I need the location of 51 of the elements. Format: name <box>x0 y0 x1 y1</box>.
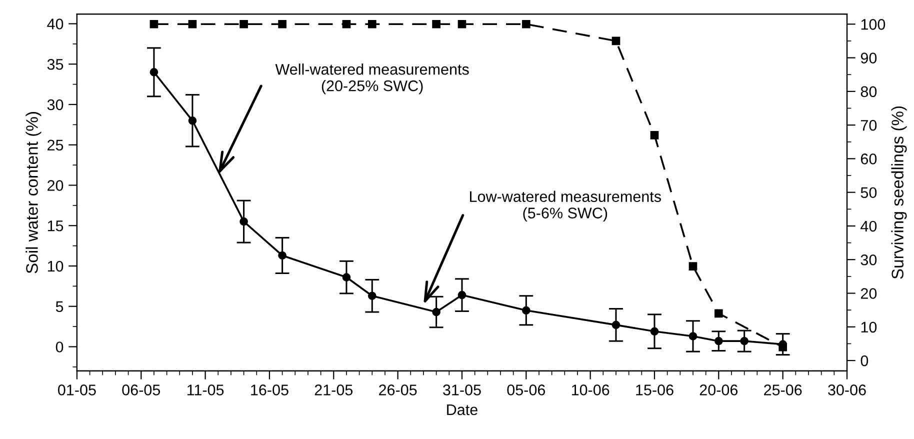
point <box>278 20 286 28</box>
point <box>650 130 659 140</box>
y-tick-label: 15 <box>48 220 64 232</box>
annotation: Low-watered measurements (5-6% SWC) <box>470 190 661 222</box>
y-tick-label: 30 <box>47 99 64 110</box>
point <box>188 20 197 28</box>
x-tick-label: 25-06 <box>764 384 802 396</box>
point <box>688 262 698 271</box>
y2-tick-label: 30 <box>860 254 877 266</box>
y2-tick-label: 90 <box>860 52 877 64</box>
x-tick-label: 10-06 <box>572 384 610 396</box>
x-tick-label: 05-06 <box>507 384 546 396</box>
y-tick-label: 10 <box>48 260 64 272</box>
x-tick-label: 20-06 <box>700 384 738 396</box>
point <box>714 309 723 318</box>
x-tick-label: 11-05 <box>187 384 224 396</box>
y-tick-label: 25 <box>48 140 64 151</box>
y2-tick-label: 50 <box>860 187 877 198</box>
y-tick-label: 0 <box>56 342 64 352</box>
y-tick-label: 35 <box>47 58 64 70</box>
y-tick-label: 20 <box>48 180 64 191</box>
x-tick-label: 31-05 <box>443 384 481 396</box>
x-tick-label: 16-05 <box>251 384 288 396</box>
y-axis-title: Soil water content (%) <box>26 112 42 274</box>
point <box>368 20 376 28</box>
y2-tick-label: 60 <box>860 154 877 164</box>
x-tick-label: 30-06 <box>828 384 866 396</box>
point <box>342 20 351 28</box>
y2-tick-label: 100 <box>861 19 886 30</box>
y2-tick-label: 40 <box>860 220 877 232</box>
y2-tick-label: 0 <box>860 355 868 366</box>
y2-tick-label: 20 <box>860 288 877 299</box>
y-tick-label: 40 <box>47 18 64 30</box>
x-axis-title: Date <box>447 404 478 416</box>
point <box>240 20 248 28</box>
x-tick-label: 15-06 <box>636 384 674 396</box>
point <box>612 36 620 46</box>
x-tick-label: 21-05 <box>314 384 353 396</box>
y2-tick-label: 10 <box>861 322 877 333</box>
x-tick-label: 06-05 <box>122 384 160 396</box>
y2-tick-label: 70 <box>860 120 877 131</box>
annotation: Well-watered measurements (20-25% SWC) <box>275 64 469 94</box>
point <box>432 20 440 28</box>
point <box>522 20 530 28</box>
y2-tick-label: 80 <box>860 86 877 98</box>
point <box>458 20 466 28</box>
x-tick-label: 01-05 <box>58 384 96 396</box>
point <box>150 20 158 28</box>
x-tick-label: 26-05 <box>379 384 417 396</box>
y-tick-label: 5 <box>56 301 64 312</box>
y2-axis-title: Surviving seedlings (%) <box>891 106 907 279</box>
